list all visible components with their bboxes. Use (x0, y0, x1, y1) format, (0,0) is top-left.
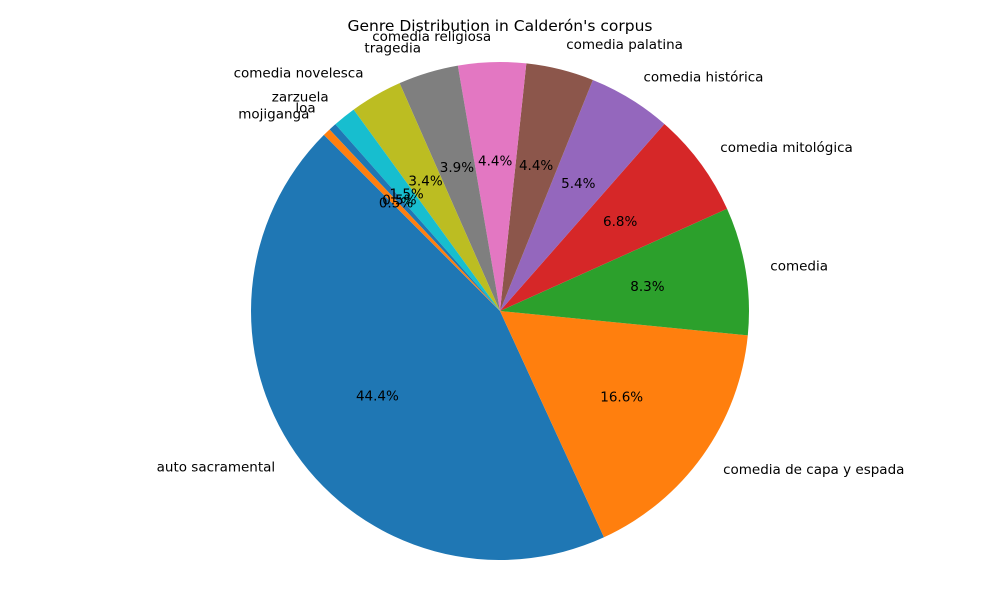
percent-label-tragedia: 3.9% (440, 160, 474, 176)
pie-slice-comedia-historica (500, 79, 665, 312)
percent-label-mojiganga: 0.5% (379, 196, 413, 212)
slice-label-mojiganga: mojiganga (238, 106, 309, 122)
pie-slice-tragedia (399, 65, 500, 311)
slice-label-comedia-religiosa: comedia religiosa (372, 29, 491, 45)
slice-label-zarzuela: zarzuela (272, 89, 329, 105)
percent-labels: 44.4% 16.6%8.3%6.8%5.4%4.4%4.4%3.9%3.4%1.… (356, 154, 665, 406)
pie-slice-comedia (500, 208, 749, 336)
pie-slice-comedia-palatina (500, 63, 593, 312)
pie-slice-comedia-de-capa-y-espada (500, 311, 748, 538)
slice-label-comedia-novelesca: comedia novelesca (234, 66, 364, 82)
percent-label-comedia-religiosa: 4.4% (478, 154, 512, 170)
percent-label-zarzuela: 1.5% (389, 186, 423, 202)
percent-label-auto-sacramental: 44.4% (356, 388, 399, 404)
pie-slice-comedia-mitologica (500, 123, 728, 311)
percent-label-comedia: 8.3% (630, 279, 664, 295)
percent-label-comedia-de-capa-y-espada: 16.6% (600, 390, 643, 406)
slice-label-tragedia: tragedia (364, 41, 421, 57)
percent-label-comedia-mitologica: 6.8% (603, 214, 637, 230)
pie-slice-mojiganga (323, 129, 500, 311)
pie-slice-comedia-novelesca (353, 83, 500, 311)
percent-label-comedia-historica: 5.4% (561, 176, 595, 192)
slice-label-auto-sacramental: auto sacramental (157, 460, 276, 476)
pie-slice-loa (329, 124, 500, 311)
percent-label-comedia-novelesca: 3.4% (408, 174, 442, 190)
slice-label-comedia-mitologica: comedia mitológica (720, 140, 853, 156)
percent-label-comedia-palatina: 4.4% (519, 158, 553, 174)
pie-slice-zarzuela (335, 109, 500, 311)
pie-slice-comedia-religiosa (457, 62, 527, 311)
slice-label-loa: loa (295, 100, 315, 116)
slice-label-comedia-palatina: comedia palatina (566, 37, 683, 53)
pie-slices (251, 62, 749, 560)
slice-labels: auto sacramental comedia de capa y espada… (157, 29, 905, 478)
pie-slice-auto-sacramental (251, 134, 604, 560)
slice-label-comedia: comedia (770, 259, 828, 275)
slice-label-comedia-de-capa-y-espada: comedia de capa y espada (723, 462, 904, 478)
chart-title: Genre Distribution in Calderón's corpus (348, 17, 653, 35)
slice-label-comedia-historica: comedia histórica (644, 70, 764, 86)
percent-label-loa: 0.5% (382, 193, 416, 209)
